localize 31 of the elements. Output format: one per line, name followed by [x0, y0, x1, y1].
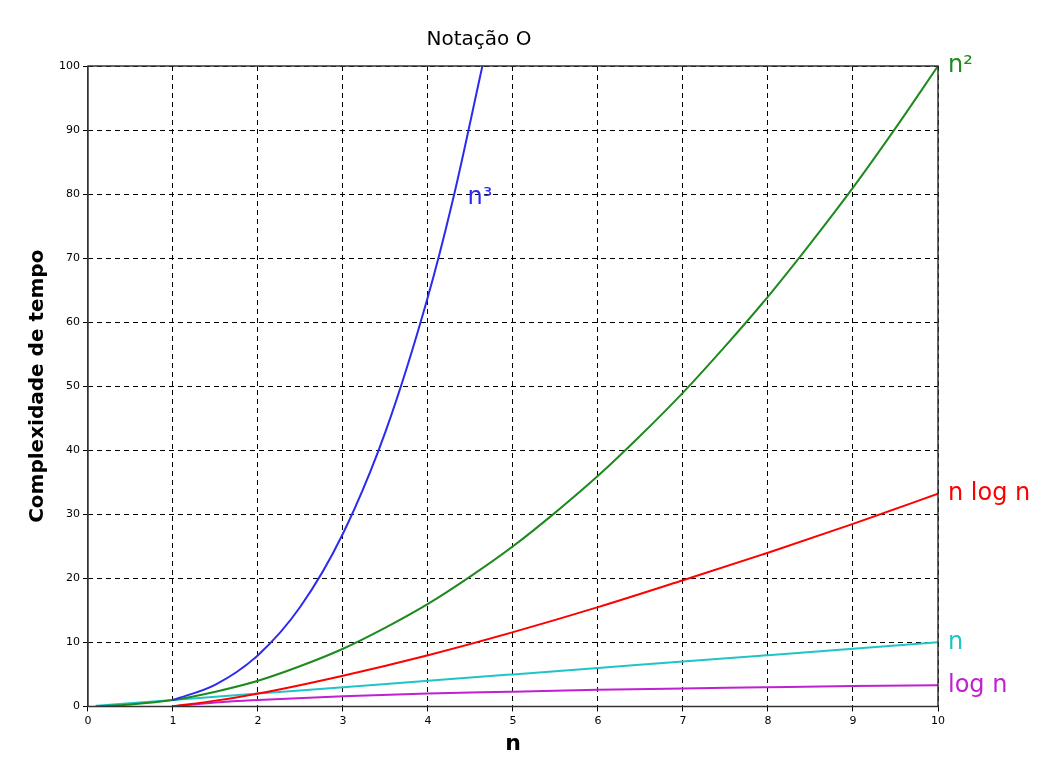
- y-tick-label: 70: [66, 250, 80, 264]
- series-label: n: [948, 626, 964, 655]
- line-series: [172, 492, 938, 707]
- chart-title: Notação O: [426, 26, 532, 51]
- series-label: log n: [948, 669, 1008, 698]
- series-label: n log n: [948, 478, 1031, 507]
- y-tick-label: 0: [73, 699, 80, 713]
- y-tick-label: 90: [66, 122, 80, 136]
- series-label: n³: [467, 181, 493, 210]
- x-tick-label: 5: [509, 713, 517, 727]
- x-tick-label: 10: [931, 713, 945, 727]
- x-tick-label: 0: [84, 713, 92, 727]
- x-tick-label: 1: [169, 713, 177, 727]
- y-tick-label: 50: [66, 379, 80, 393]
- y-tick-label: 100: [59, 58, 80, 72]
- x-axis-title: n: [505, 729, 521, 755]
- series-label: n²: [948, 50, 973, 79]
- y-tick-label: 40: [66, 443, 80, 457]
- y-axis-title: Complexidade de tempo: [24, 249, 49, 523]
- x-tick-label: 3: [339, 713, 347, 727]
- y-tick-label: 60: [66, 315, 80, 329]
- y-tick-label: 80: [66, 186, 80, 200]
- x-tick-label: 8: [764, 713, 772, 727]
- x-tick-label: 6: [594, 713, 602, 727]
- y-tick-label: 30: [66, 507, 80, 521]
- x-tick-label: 7: [679, 713, 687, 727]
- y-tick-label: 20: [66, 571, 80, 585]
- y-tick-label: 10: [66, 635, 80, 649]
- x-tick-label: 4: [424, 713, 432, 727]
- x-tick-label: 2: [254, 713, 262, 727]
- x-tick-label: 9: [849, 713, 857, 727]
